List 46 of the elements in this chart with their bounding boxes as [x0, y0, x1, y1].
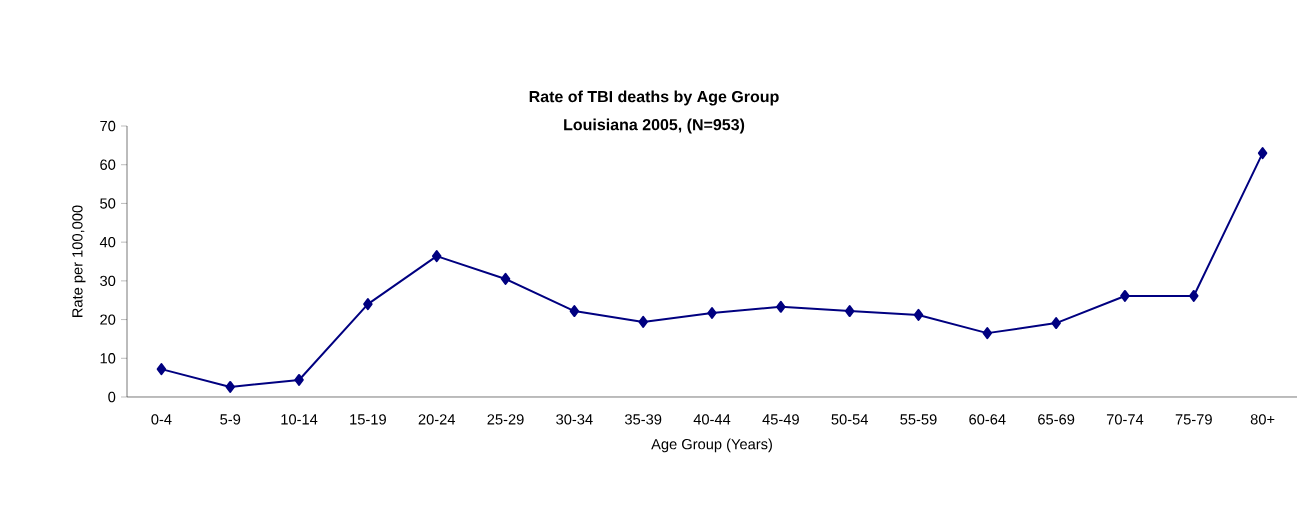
- x-tick-label: 20-24: [418, 414, 456, 425]
- x-tick-label: 15-19: [350, 414, 386, 425]
- x-tick-label: 70-74: [1106, 414, 1144, 425]
- point: [1120, 289, 1130, 302]
- point: [1257, 147, 1268, 160]
- point: [431, 250, 442, 263]
- point: [982, 327, 993, 340]
- x-tick-label: 60-64: [969, 414, 1006, 425]
- point: [1189, 289, 1199, 302]
- point: [500, 272, 511, 285]
- x-tick-label: 50-54: [831, 414, 868, 425]
- point: [225, 380, 235, 393]
- y-tick-label: 40: [99, 236, 116, 248]
- x-tick-label: 5-9: [220, 414, 241, 425]
- x-tick-label: 0-4: [151, 414, 172, 425]
- point: [913, 308, 924, 321]
- x-tick-label: 65-69: [1038, 414, 1075, 425]
- point: [363, 298, 373, 311]
- point: [707, 306, 717, 319]
- x-tick-label: 10-14: [281, 414, 318, 425]
- x-tick-label: 35-39: [625, 414, 662, 425]
- x-tick-label: 30-34: [556, 414, 593, 425]
- point: [776, 300, 786, 313]
- point: [294, 373, 304, 386]
- x-tick-label: 45-49: [762, 414, 799, 425]
- point: [569, 305, 580, 318]
- x-tick-label: 75-79: [1175, 414, 1212, 425]
- y-tick-label: 70: [100, 120, 116, 132]
- chart-subtitle: Louisiana 2005, (N=953): [564, 118, 745, 134]
- point: [156, 363, 167, 376]
- x-tick-label: 40-44: [693, 414, 731, 425]
- point: [638, 315, 648, 328]
- x-axis-title: Age Group (Years): [651, 438, 772, 453]
- x-tick-label: 80+: [1250, 414, 1275, 425]
- y-tick-label: 0: [108, 391, 116, 403]
- y-tick-label: 10: [100, 353, 116, 364]
- point: [844, 305, 855, 318]
- x-tick-label: 25-29: [487, 414, 524, 425]
- y-tick-label: 20: [100, 314, 116, 325]
- point: [1051, 317, 1061, 330]
- y-tick-label: 30: [100, 275, 116, 287]
- y-tick-label: 50: [100, 198, 116, 209]
- y-axis-title: Rate per 100,000: [72, 205, 86, 317]
- y-tick-label: 60: [100, 159, 116, 170]
- x-tick-label: 55-59: [900, 414, 937, 425]
- chart-title: Rate of TBI deaths by Age Group: [529, 90, 779, 106]
